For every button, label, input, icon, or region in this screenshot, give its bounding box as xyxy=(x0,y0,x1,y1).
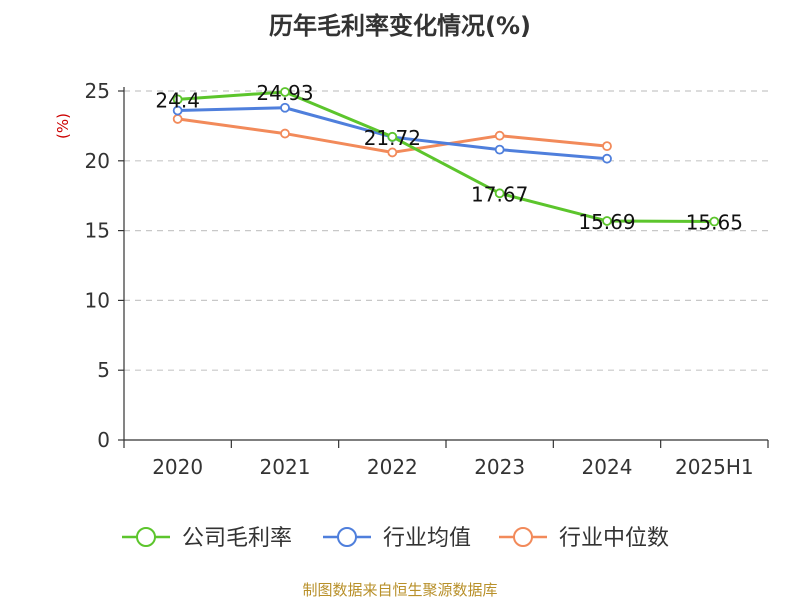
data-label: 21.72 xyxy=(364,126,421,150)
series-line-0 xyxy=(177,90,715,224)
data-point xyxy=(172,94,183,105)
data-point xyxy=(172,105,183,116)
data-point xyxy=(280,102,290,113)
data-label: 24.4 xyxy=(155,88,200,112)
y-tick-label: 25 xyxy=(85,79,110,103)
data-point xyxy=(709,216,720,227)
x-tick-label: 2025H1 xyxy=(675,455,754,479)
y-axis-label: (%) xyxy=(54,113,72,139)
data-point xyxy=(602,153,612,164)
legend-label: 公司毛利率 xyxy=(182,526,292,551)
y-tick-label: 5 xyxy=(97,358,110,382)
legend-marker xyxy=(337,527,357,547)
axes: 0 5 10 15 20 25 2020 2021 2022 2023 2024 2025H1 xyxy=(85,79,769,479)
data-label: 17.67 xyxy=(471,182,528,206)
gridlines xyxy=(124,90,768,371)
source-note: 制图数据来自恒生聚源数据库 xyxy=(302,581,497,599)
data-point xyxy=(602,216,612,226)
data-label: 24.93 xyxy=(256,81,313,105)
legend: 公司毛利率 行业均值 行业中位数 xyxy=(122,526,669,551)
data-point xyxy=(494,130,505,141)
x-tick-label: 2022 xyxy=(367,455,418,479)
data-point xyxy=(494,188,505,199)
legend-marker xyxy=(136,527,156,547)
chart-title: 历年毛利率变化情况(%) xyxy=(269,12,531,40)
series-group xyxy=(172,87,720,227)
x-tick-label: 2020 xyxy=(152,455,203,479)
data-labels: 24.4 24.93 21.72 17.67 15.69 15.65 xyxy=(155,81,743,235)
data-point xyxy=(387,131,398,142)
legend-label: 行业均值 xyxy=(383,526,471,551)
data-point xyxy=(387,147,398,158)
legend-marker xyxy=(513,527,533,547)
data-point xyxy=(280,87,290,97)
y-tick-label: 0 xyxy=(97,428,110,452)
data-point xyxy=(172,114,183,124)
data-label: 15.69 xyxy=(578,210,635,234)
data-point xyxy=(602,141,612,152)
x-tick-label: 2023 xyxy=(474,455,525,479)
legend-label: 行业中位数 xyxy=(559,526,669,551)
y-tick-label: 20 xyxy=(85,149,110,173)
data-point xyxy=(494,144,505,155)
data-point xyxy=(280,128,290,139)
x-tick-label: 2021 xyxy=(260,455,311,479)
y-tick-label: 15 xyxy=(85,219,110,243)
y-tick-label: 10 xyxy=(85,288,110,312)
data-label: 15.65 xyxy=(686,211,743,235)
x-tick-label: 2024 xyxy=(582,455,633,479)
